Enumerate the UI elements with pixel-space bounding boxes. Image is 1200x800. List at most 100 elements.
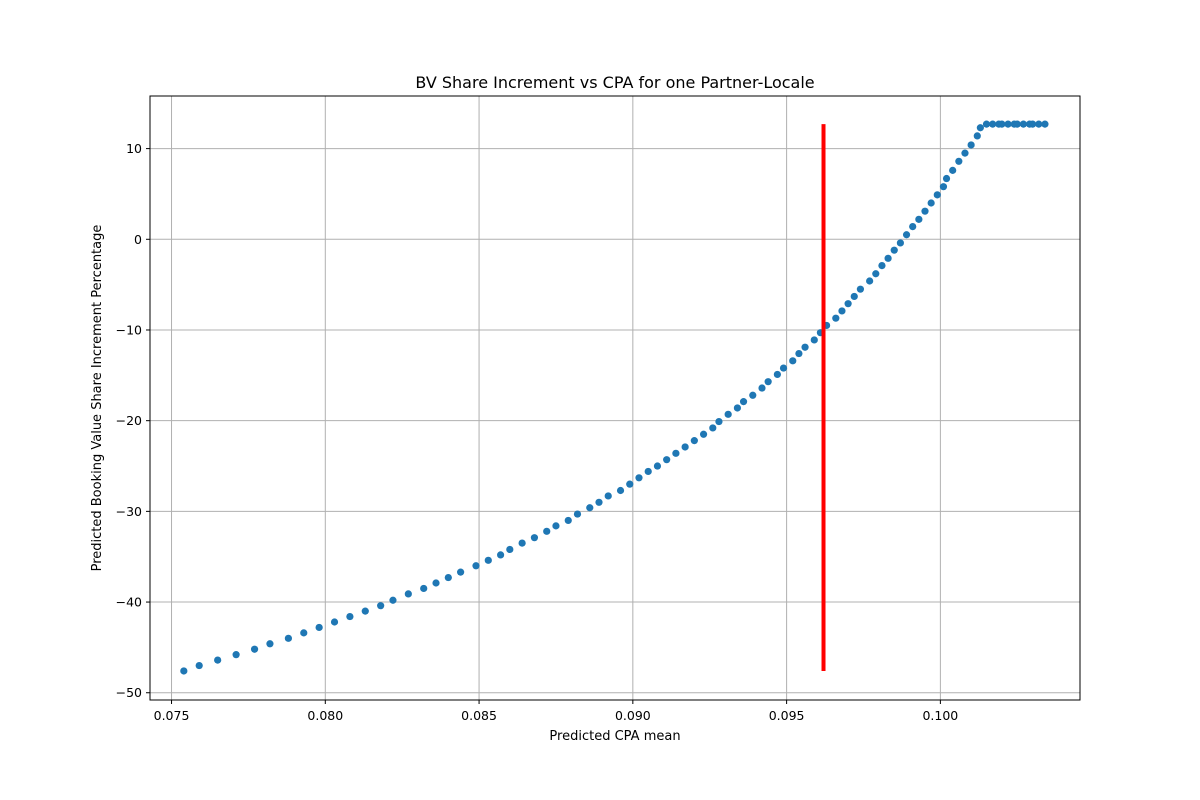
data-point bbox=[909, 222, 917, 231]
data-point bbox=[878, 261, 886, 270]
data-point bbox=[457, 568, 465, 576]
x-tick-label: 0.095 bbox=[769, 708, 805, 723]
data-point bbox=[626, 480, 634, 488]
data-point bbox=[690, 437, 698, 445]
data-point bbox=[856, 285, 865, 293]
data-points bbox=[180, 120, 1049, 675]
data-point bbox=[866, 277, 874, 285]
data-point bbox=[902, 231, 911, 239]
y-tick-label: −50 bbox=[116, 685, 142, 700]
data-point bbox=[232, 651, 240, 659]
data-point bbox=[795, 349, 803, 358]
data-point bbox=[432, 579, 440, 587]
data-point bbox=[832, 314, 840, 322]
data-point bbox=[672, 449, 680, 457]
data-point bbox=[989, 120, 997, 128]
data-point bbox=[758, 384, 766, 392]
data-point bbox=[300, 629, 308, 637]
x-tick-label: 0.090 bbox=[615, 708, 651, 723]
data-point bbox=[709, 424, 717, 432]
data-point bbox=[939, 183, 948, 191]
chart-title: BV Share Increment vs CPA for one Partne… bbox=[415, 73, 814, 92]
data-point bbox=[663, 456, 671, 464]
axis-ticks: 0.075 0.080 0.085 0.090 0.095 0.100 −50 −40 −30 −… bbox=[116, 141, 959, 723]
data-point bbox=[604, 492, 612, 500]
data-point bbox=[967, 141, 975, 149]
data-point bbox=[420, 584, 428, 593]
data-point bbox=[896, 239, 904, 247]
data-point bbox=[779, 364, 788, 372]
data-point bbox=[749, 391, 757, 399]
data-point bbox=[1019, 120, 1028, 128]
data-point bbox=[915, 215, 923, 223]
data-point bbox=[890, 246, 898, 254]
data-point bbox=[838, 307, 846, 315]
data-point bbox=[1029, 120, 1037, 128]
data-point bbox=[377, 602, 385, 610]
y-tick-label: −10 bbox=[116, 322, 142, 337]
data-point bbox=[789, 357, 797, 365]
data-point bbox=[573, 510, 582, 518]
x-tick-label: 0.100 bbox=[922, 708, 958, 723]
x-axis-label: Predicted CPA mean bbox=[549, 729, 680, 744]
data-point bbox=[552, 522, 560, 530]
y-axis-label: Predicted Booking Value Share Increment … bbox=[90, 225, 105, 572]
x-tick-label: 0.075 bbox=[154, 708, 190, 723]
data-point bbox=[543, 527, 551, 535]
data-point bbox=[564, 516, 572, 525]
data-point bbox=[389, 596, 397, 604]
data-point bbox=[518, 539, 526, 547]
data-point bbox=[976, 124, 984, 132]
data-point bbox=[681, 443, 689, 451]
data-point bbox=[635, 474, 643, 482]
data-point bbox=[330, 618, 339, 626]
data-point bbox=[266, 640, 274, 648]
data-point bbox=[195, 661, 203, 670]
data-point bbox=[506, 545, 514, 554]
data-point bbox=[1004, 120, 1012, 128]
data-point bbox=[942, 174, 951, 183]
data-point bbox=[850, 292, 858, 301]
y-tick-label: 10 bbox=[126, 141, 142, 156]
data-point bbox=[884, 254, 892, 262]
plot-frame bbox=[149, 95, 1081, 701]
data-point bbox=[933, 191, 941, 199]
data-point bbox=[595, 498, 603, 506]
data-point bbox=[404, 590, 412, 598]
data-point bbox=[810, 336, 818, 344]
data-point bbox=[586, 504, 594, 512]
x-tick-label: 0.085 bbox=[461, 708, 497, 723]
data-point bbox=[180, 667, 188, 675]
x-tick-label: 0.080 bbox=[307, 708, 343, 723]
data-point bbox=[315, 623, 323, 632]
y-tick-label: −30 bbox=[116, 504, 142, 519]
data-point bbox=[653, 462, 662, 470]
data-point bbox=[214, 656, 222, 664]
data-point bbox=[927, 199, 935, 207]
data-point bbox=[1035, 120, 1043, 128]
data-point bbox=[1041, 120, 1049, 128]
data-point bbox=[284, 634, 292, 642]
data-point bbox=[961, 149, 969, 157]
data-point bbox=[250, 645, 259, 653]
data-point bbox=[472, 562, 480, 570]
data-point bbox=[715, 417, 723, 426]
y-tick-label: −20 bbox=[116, 413, 142, 428]
data-point bbox=[484, 556, 492, 564]
data-point bbox=[616, 486, 625, 495]
data-point bbox=[530, 534, 539, 542]
data-point bbox=[844, 300, 852, 308]
data-point bbox=[733, 404, 742, 412]
data-point bbox=[998, 120, 1006, 128]
data-point bbox=[982, 120, 991, 128]
y-tick-label: 0 bbox=[134, 232, 142, 247]
data-point bbox=[973, 132, 981, 140]
data-point bbox=[872, 270, 880, 278]
data-point bbox=[801, 343, 809, 351]
data-point bbox=[949, 166, 957, 174]
data-point bbox=[644, 467, 652, 476]
data-point bbox=[921, 207, 929, 215]
data-point bbox=[739, 398, 748, 406]
data-point bbox=[361, 607, 369, 615]
data-point bbox=[346, 612, 354, 621]
